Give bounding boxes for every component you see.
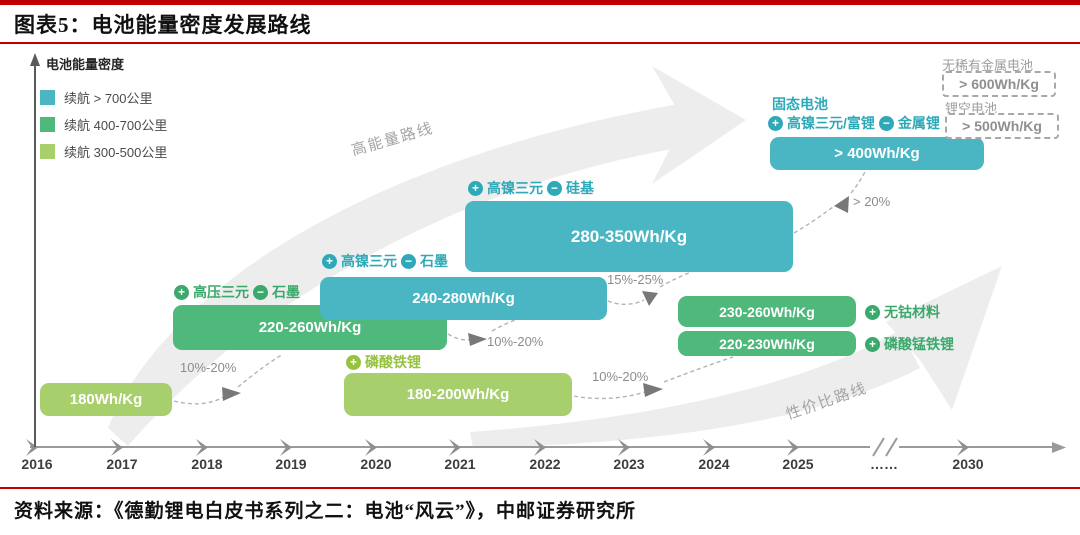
- transition-label-4: 10%-20%: [592, 369, 649, 384]
- minus-icon: −: [547, 180, 562, 196]
- timeline-chevrons: [26, 439, 969, 456]
- plus-material: 高镍三元: [341, 253, 397, 269]
- top-red-bar: [0, 0, 1080, 5]
- arrowhead: [468, 333, 487, 346]
- x-tick-2021: 2021: [444, 456, 476, 472]
- minus-icon: −: [878, 115, 894, 131]
- milestone-180: 180Wh/Kg: [40, 383, 172, 416]
- arrowhead: [643, 383, 663, 397]
- plus-icon: +: [174, 284, 189, 300]
- plus-icon: +: [468, 180, 483, 196]
- legend-label: 续航 > 700公里: [64, 91, 153, 106]
- plus-material: 高镍三元: [487, 180, 543, 196]
- transition-arrow-4: [573, 356, 734, 400]
- future-target-box-1: > 600Wh/Kg: [942, 71, 1056, 97]
- x-tick-2019: 2019: [275, 456, 307, 472]
- source-note: 资料来源：《德勤锂电白皮书系列之二：电池“风云”》，中邮证券研究所: [14, 501, 637, 522]
- legend-label: 续航 300-500公里: [64, 145, 168, 160]
- chemistry-280-350: + 高镍三元 − 硅基: [468, 178, 594, 198]
- chemistry-180-200: + 磷酸铁锂: [346, 352, 421, 372]
- legend-swatch-lightgreen: [40, 144, 55, 159]
- energy-route-arrow: [108, 66, 746, 446]
- future-target-name-2: 锂空电池: [945, 101, 998, 116]
- minus-icon: −: [253, 284, 268, 300]
- milestone-230-260: 230-260Wh/Kg: [678, 296, 856, 327]
- arrowhead: [834, 196, 849, 213]
- milestone-220-230: 220-230Wh/Kg: [678, 331, 856, 356]
- y-axis-label: 电池能量密度: [46, 57, 125, 72]
- x-tick-2016: 2016: [21, 456, 53, 472]
- x-tick-2024: 2024: [698, 456, 730, 472]
- plus-material: 磷酸铁锂: [365, 354, 421, 370]
- plus-icon: +: [346, 354, 361, 370]
- plus-material: 磷酸锰铁锂: [884, 336, 954, 352]
- minus-icon: −: [401, 253, 416, 269]
- x-tick-2030: 2030: [952, 456, 984, 472]
- plus-icon: +: [768, 115, 783, 131]
- legend-label: 续航 400-700公里: [64, 118, 168, 133]
- transition-arrow-2: [447, 311, 541, 341]
- x-tick-2017: 2017: [106, 456, 138, 472]
- timeline-break: [872, 437, 898, 457]
- x-tick-2022: 2022: [529, 456, 561, 472]
- chemistry-240-280: + 高镍三元 − 石墨: [322, 251, 448, 271]
- footer-red-line: [0, 487, 1080, 489]
- chemistry-400plus: + 高镍三元/富锂 − 金属锂: [768, 113, 940, 133]
- figure-title: 图表5：电池能量密度发展路线: [14, 13, 312, 37]
- transition-label-5: > 20%: [853, 194, 891, 209]
- transition-label-3: 15%-25%: [607, 272, 664, 287]
- x-tick-2018: 2018: [191, 456, 223, 472]
- timeline-end-arrow: [1052, 442, 1066, 453]
- plus-icon: +: [865, 336, 880, 352]
- legend-item: 续航 400-700公里: [40, 115, 167, 134]
- legend-item: 续航 300-500公里: [40, 142, 167, 161]
- milestone-240-280: 240-280Wh/Kg: [320, 277, 607, 320]
- x-tick-2020: 2020: [360, 456, 392, 472]
- transition-arrow-3: [607, 267, 702, 305]
- future-target-box-2: > 500Wh/Kg: [945, 113, 1059, 139]
- plus-icon: +: [322, 253, 337, 269]
- future-target-name-1: 无稀有金属电池: [942, 58, 1034, 73]
- transition-arrow-5: [793, 171, 866, 234]
- x-tick-2023: 2023: [613, 456, 645, 472]
- chemistry-220-260: + 高压三元 − 石墨: [174, 282, 300, 302]
- legend-item: 续航 > 700公里: [40, 88, 167, 107]
- minus-material: 金属锂: [897, 115, 940, 131]
- y-axis: [30, 53, 40, 447]
- minus-material: 石墨: [420, 253, 448, 269]
- milestone-400plus: > 400Wh/Kg: [770, 137, 984, 170]
- milestone-280-350: 280-350Wh/Kg: [465, 201, 793, 272]
- arrowhead: [222, 387, 241, 401]
- chemistry-230-260: + 无钴材料: [865, 302, 940, 322]
- plus-icon: +: [865, 304, 880, 320]
- legend: 续航 > 700公里 续航 400-700公里 续航 300-500公里: [40, 88, 167, 169]
- solid-state-label: 固态电池: [772, 96, 828, 112]
- cost-route-arrow: [470, 266, 1002, 448]
- plus-material: 无钴材料: [884, 304, 940, 320]
- x-tick-ellipsis: ……: [870, 456, 898, 472]
- legend-swatch-teal: [40, 90, 55, 105]
- chemistry-220-230: + 磷酸锰铁锂: [865, 334, 954, 354]
- x-tick-2025: 2025: [782, 456, 814, 472]
- minus-material: 石墨: [272, 284, 300, 300]
- minus-material: 硅基: [566, 180, 594, 196]
- arrowhead: [642, 291, 658, 306]
- transition-label-2: 10%-20%: [487, 334, 544, 349]
- plus-material: 高镍三元/富锂: [787, 115, 875, 131]
- title-underline: [0, 42, 1080, 44]
- milestone-180-200: 180-200Wh/Kg: [344, 373, 572, 416]
- transition-label-1: 10%-20%: [180, 360, 237, 375]
- plus-material: 高压三元: [193, 284, 249, 300]
- legend-swatch-green: [40, 117, 55, 132]
